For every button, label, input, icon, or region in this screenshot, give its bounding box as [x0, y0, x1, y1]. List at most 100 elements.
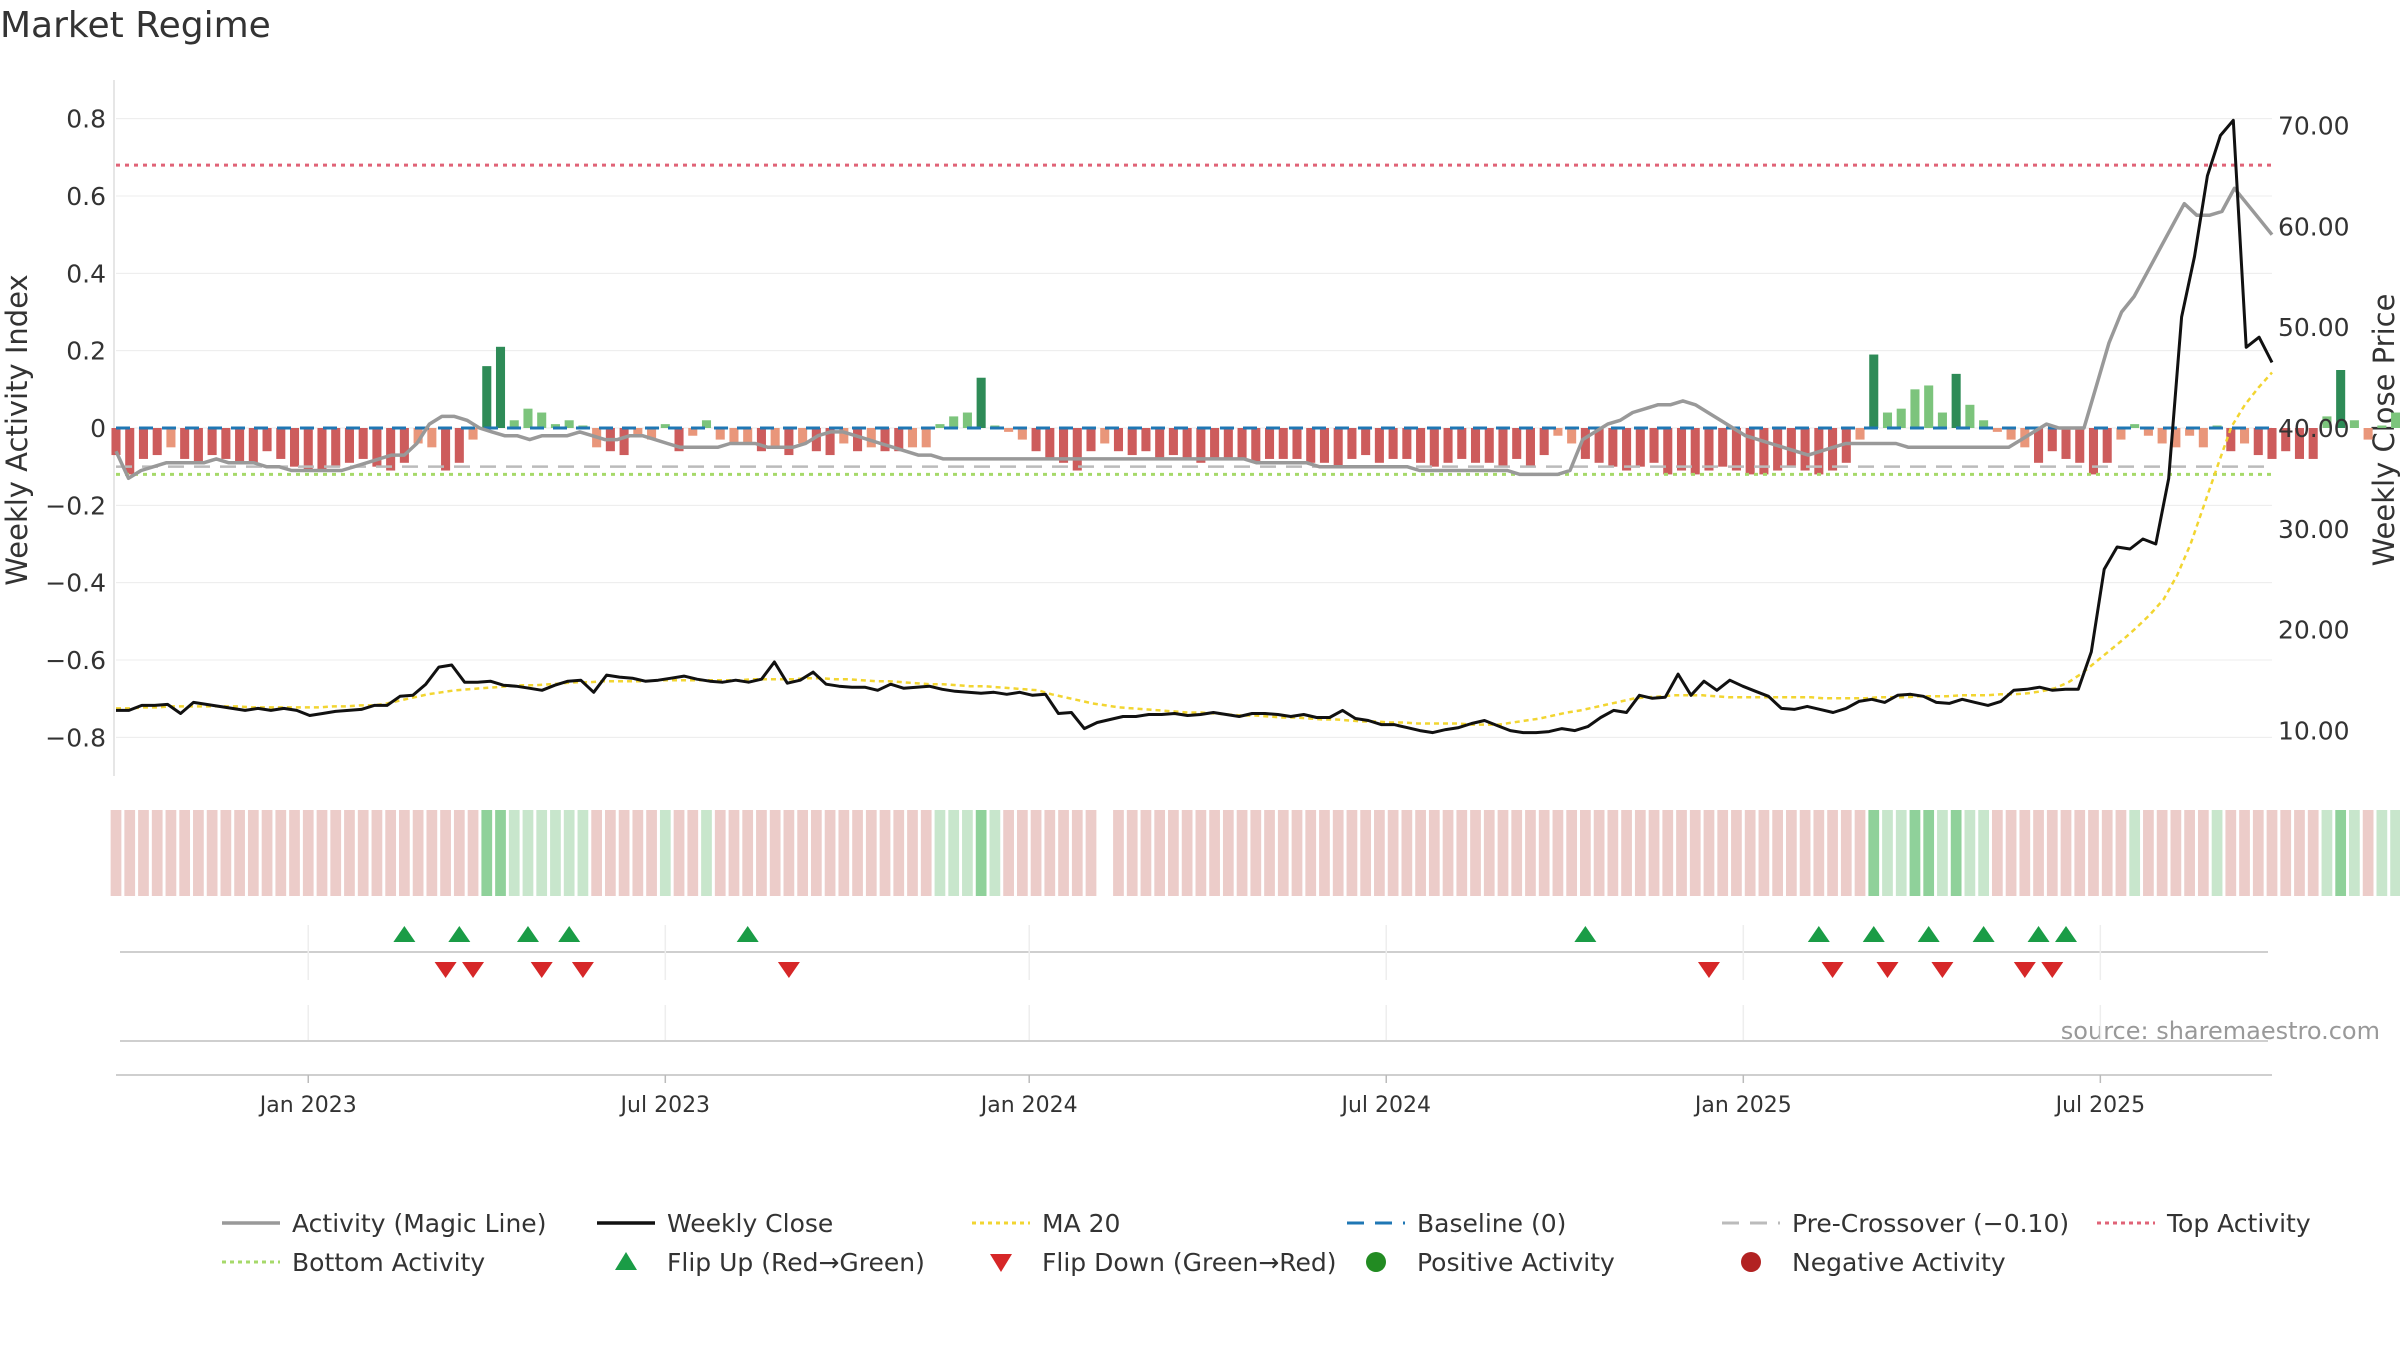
activity-bar — [207, 428, 217, 456]
activity-bar — [660, 424, 670, 428]
activity-bar — [276, 428, 286, 459]
activity-bar — [1196, 428, 1206, 463]
regime-cell — [1222, 810, 1234, 896]
regime-cell — [920, 810, 932, 896]
flip-down-marker — [2013, 962, 2036, 978]
activity-bar — [564, 420, 574, 428]
regime-cell — [1703, 810, 1715, 896]
regime-cell — [865, 810, 877, 896]
regime-cell — [577, 810, 589, 896]
activity-bar — [2088, 428, 2099, 475]
activity-bar — [1168, 428, 1178, 456]
regime-cell — [1827, 810, 1838, 896]
regime-cell — [1676, 810, 1687, 896]
regime-cell — [1401, 810, 1413, 896]
regime-cell — [426, 810, 438, 896]
regime-cell — [1030, 810, 1042, 896]
activity-bar — [2102, 428, 2112, 463]
regime-cell — [1374, 810, 1385, 896]
regime-cell — [2294, 810, 2305, 896]
activity-bar — [454, 428, 464, 463]
regime-cell — [632, 810, 644, 896]
regime-cell — [934, 810, 946, 896]
regime-cell — [962, 810, 973, 896]
activity-bar — [111, 428, 121, 456]
activity-bar — [853, 428, 863, 452]
activity-bar — [2336, 370, 2346, 428]
regime-cell — [687, 810, 699, 896]
regime-cell — [1813, 810, 1825, 896]
activity-bar — [358, 428, 368, 459]
y-tick-label: 0.4 — [66, 259, 106, 288]
regime-cell — [1016, 810, 1028, 896]
regime-cell — [2239, 810, 2250, 896]
y-tick-label: −0.2 — [45, 491, 106, 520]
activity-bar — [2226, 428, 2236, 452]
regime-cell — [1648, 810, 1660, 896]
regime-cell — [330, 810, 342, 896]
regime-cell — [2143, 810, 2154, 896]
activity-bar — [1690, 428, 1700, 475]
flip-up-marker — [1917, 926, 1940, 942]
regime-cell — [714, 810, 726, 896]
activity-bar — [1361, 428, 1371, 456]
regime-cell — [289, 810, 300, 896]
regime-cell — [769, 810, 781, 896]
flip-down-marker — [462, 962, 485, 978]
activity-bar — [1800, 428, 1810, 471]
regime-cell — [659, 810, 671, 896]
activity-bar — [331, 428, 341, 467]
flip-up-marker — [1807, 926, 1830, 942]
regime-cell — [508, 810, 520, 896]
activity-bar — [949, 416, 959, 428]
activity-bar — [1773, 428, 1783, 471]
activity-bar — [1072, 428, 1082, 471]
flip-up-marker — [736, 926, 759, 942]
activity-bar — [2391, 412, 2400, 428]
regime-cell — [206, 810, 218, 896]
regime-cell — [2390, 810, 2400, 896]
activity-bar — [1731, 428, 1741, 471]
series-lines — [114, 118, 2274, 735]
regime-cell — [1332, 810, 1344, 896]
legend-label: Negative Activity — [1792, 1248, 2006, 1277]
activity-bar — [2171, 428, 2181, 448]
regime-cell — [1415, 810, 1426, 896]
activity-bar — [2116, 428, 2126, 440]
activity-bar — [1443, 428, 1453, 463]
activity-bar — [1457, 428, 1467, 459]
regime-cell — [2335, 810, 2347, 896]
activity-bar — [647, 428, 657, 440]
activity-bar — [880, 428, 890, 452]
activity-bar — [2308, 428, 2318, 459]
activity-bar — [372, 428, 382, 467]
flip-down-marker — [434, 962, 457, 978]
chart-title: Market Regime — [0, 5, 271, 46]
regime-cell — [810, 810, 822, 896]
activity-bar — [1759, 428, 1769, 475]
activity-bar — [825, 428, 835, 456]
activity-bar — [537, 412, 547, 428]
activity-bar — [1580, 428, 1590, 459]
activity-bar — [907, 428, 918, 448]
activity-bar — [1388, 428, 1398, 459]
activity-bar — [1429, 428, 1439, 467]
regime-cell — [1154, 810, 1166, 896]
flip-up-marker — [1862, 926, 1885, 942]
activity-bar — [1635, 428, 1645, 467]
activity-bar — [1718, 428, 1728, 467]
regime-cell — [385, 810, 397, 896]
regime-cell — [2046, 810, 2058, 896]
regime-cell — [357, 810, 369, 896]
activity-bar — [1924, 385, 1934, 428]
flip-up-marker — [558, 926, 581, 942]
activity-bar — [1306, 428, 1316, 463]
regime-cell — [234, 810, 245, 896]
regime-cell — [1566, 810, 1578, 896]
activity-bar — [1402, 428, 1412, 459]
regime-cell — [1593, 810, 1605, 896]
regime-cell — [1305, 810, 1317, 896]
activity-bar — [482, 366, 492, 428]
y-tick-label: 0.8 — [66, 105, 106, 134]
